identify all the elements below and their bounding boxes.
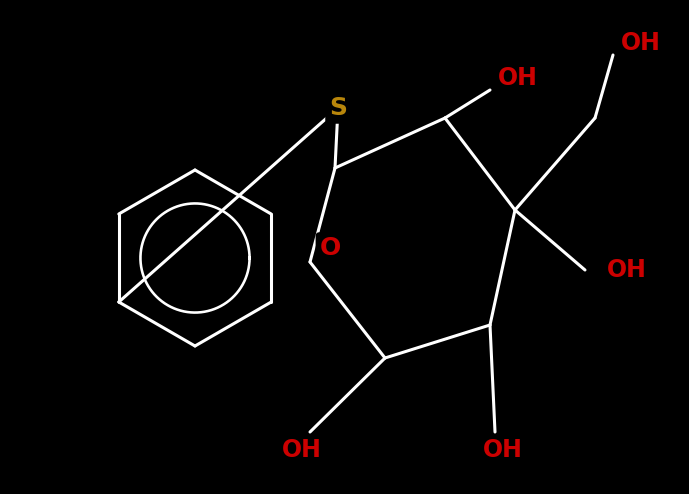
Text: OH: OH: [607, 258, 647, 282]
Text: OH: OH: [282, 438, 322, 462]
Text: OH: OH: [621, 31, 661, 55]
Text: O: O: [320, 236, 340, 260]
Text: S: S: [329, 96, 347, 120]
Text: OH: OH: [498, 66, 538, 90]
Text: OH: OH: [483, 438, 523, 462]
